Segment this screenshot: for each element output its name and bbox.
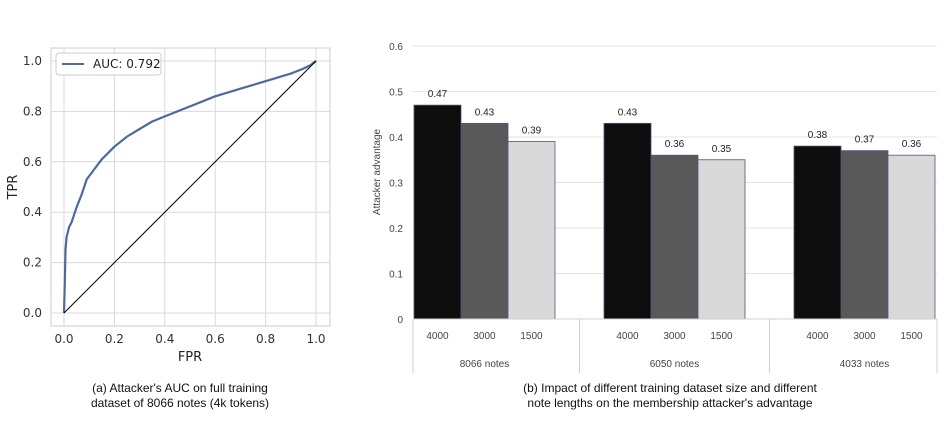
bar-chart: 0 0.1 0.2 0.3 0.4 0.5 0.6 0.47 0.43 0.39 0.43 0.36…	[372, 42, 938, 373]
bar-value-label: 0.35	[712, 144, 732, 155]
bar-3000	[840, 150, 889, 320]
roc-y-tick-label: 0.4	[23, 205, 42, 219]
bar-1500	[507, 141, 556, 320]
bar-caption-line-2: note lengths on the membership attacker'…	[527, 396, 813, 410]
bar-value-label: 0.38	[808, 130, 828, 141]
bar-y-tick-label: 0.2	[389, 224, 403, 235]
roc-legend-label: AUC: 0.792	[93, 57, 161, 71]
bar-value-label: 0.43	[475, 107, 495, 118]
bar-y-tick-label: 0	[397, 315, 403, 326]
bar-category-label: 1500	[710, 331, 733, 342]
bar-group-label: 8066 notes	[460, 359, 510, 370]
bar-group-label: 6050 notes	[650, 359, 700, 370]
roc-tick-labels: 0.0 0.2 0.4 0.6 0.8 1.0 0.0 0.2 0.4 0.6 0.8 1.0	[23, 54, 326, 346]
bar-y-tick-label: 0.4	[389, 133, 403, 144]
bar-category-label: 4000	[426, 331, 449, 342]
roc-x-tick-label: 0.4	[155, 332, 174, 346]
bar-caption: (b) Impact of different training dataset…	[470, 381, 870, 411]
roc-caption-line-1: (a) Attacker's AUC on full training	[92, 381, 268, 395]
roc-x-tick-label: 1.0	[306, 332, 325, 346]
bar-category-label: 1500	[900, 331, 923, 342]
roc-legend: AUC: 0.792	[55, 52, 162, 76]
bar-value-label: 0.43	[618, 107, 638, 118]
roc-y-tick-label: 1.0	[23, 54, 42, 68]
bar-y-tick-label: 0.1	[389, 270, 403, 281]
bar-x-axis: 4000 3000 1500 8066 notes 4000 3000 1500 6050 n…	[412, 318, 938, 373]
roc-x-tick-label: 0.2	[105, 332, 124, 346]
roc-x-tick-label: 0.8	[256, 332, 275, 346]
bar-group-label: 4033 notes	[840, 359, 890, 370]
bar-category-label: 3000	[853, 331, 876, 342]
bar-caption-line-1: (b) Impact of different training dataset…	[523, 381, 817, 395]
roc-y-axis-label: TPR	[6, 175, 21, 201]
roc-y-tick-label: 0.6	[23, 155, 42, 169]
roc-legend-box	[55, 52, 162, 76]
bar-4000	[603, 122, 652, 320]
bar-1500	[697, 159, 746, 320]
roc-chart: 0.0 0.2 0.4 0.6 0.8 1.0 0.0 0.2 0.4 0.6 0.8 1.0 FPR…	[6, 47, 331, 365]
bar-marks: 0.47 0.43 0.39 0.43 0.36 0.35 0.38 0.37 0.36	[413, 89, 936, 320]
bar-value-label: 0.36	[665, 139, 685, 150]
bar-category-label: 4000	[616, 331, 639, 342]
bar-4000	[793, 145, 842, 320]
bar-value-label: 0.47	[428, 89, 448, 100]
roc-x-tick-label: 0.6	[206, 332, 225, 346]
roc-y-tick-label: 0.8	[23, 104, 42, 118]
bar-3000	[650, 154, 699, 320]
bar-value-label: 0.39	[522, 126, 542, 137]
roc-curve-line	[62, 60, 317, 314]
bar-y-tick-label: 0.3	[389, 179, 403, 190]
roc-caption-line-2: dataset of 8066 notes (4k tokens)	[90, 396, 270, 410]
chance-diagonal-line	[63, 60, 317, 314]
bar-1500	[887, 154, 936, 320]
roc-y-tick-label: 0.0	[23, 306, 42, 320]
roc-x-tick-label: 0.0	[54, 332, 73, 346]
bar-category-label: 3000	[663, 331, 686, 342]
bar-value-label: 0.36	[902, 139, 922, 150]
bar-4000	[413, 104, 462, 320]
bar-3000	[460, 122, 509, 320]
bar-category-label: 4000	[806, 331, 829, 342]
bar-y-tick-label: 0.5	[389, 88, 403, 99]
bar-category-label: 3000	[473, 331, 496, 342]
bar-y-tick-label: 0.6	[389, 42, 403, 53]
bar-category-label: 1500	[520, 331, 543, 342]
bar-value-label: 0.37	[855, 135, 875, 146]
roc-caption: (a) Attacker's AUC on full training data…	[40, 381, 320, 411]
roc-x-axis-label: FPR	[178, 350, 202, 365]
roc-lines	[62, 60, 317, 314]
bar-y-axis-label: Attacker advantage	[372, 128, 383, 215]
roc-y-tick-label: 0.2	[23, 256, 42, 270]
